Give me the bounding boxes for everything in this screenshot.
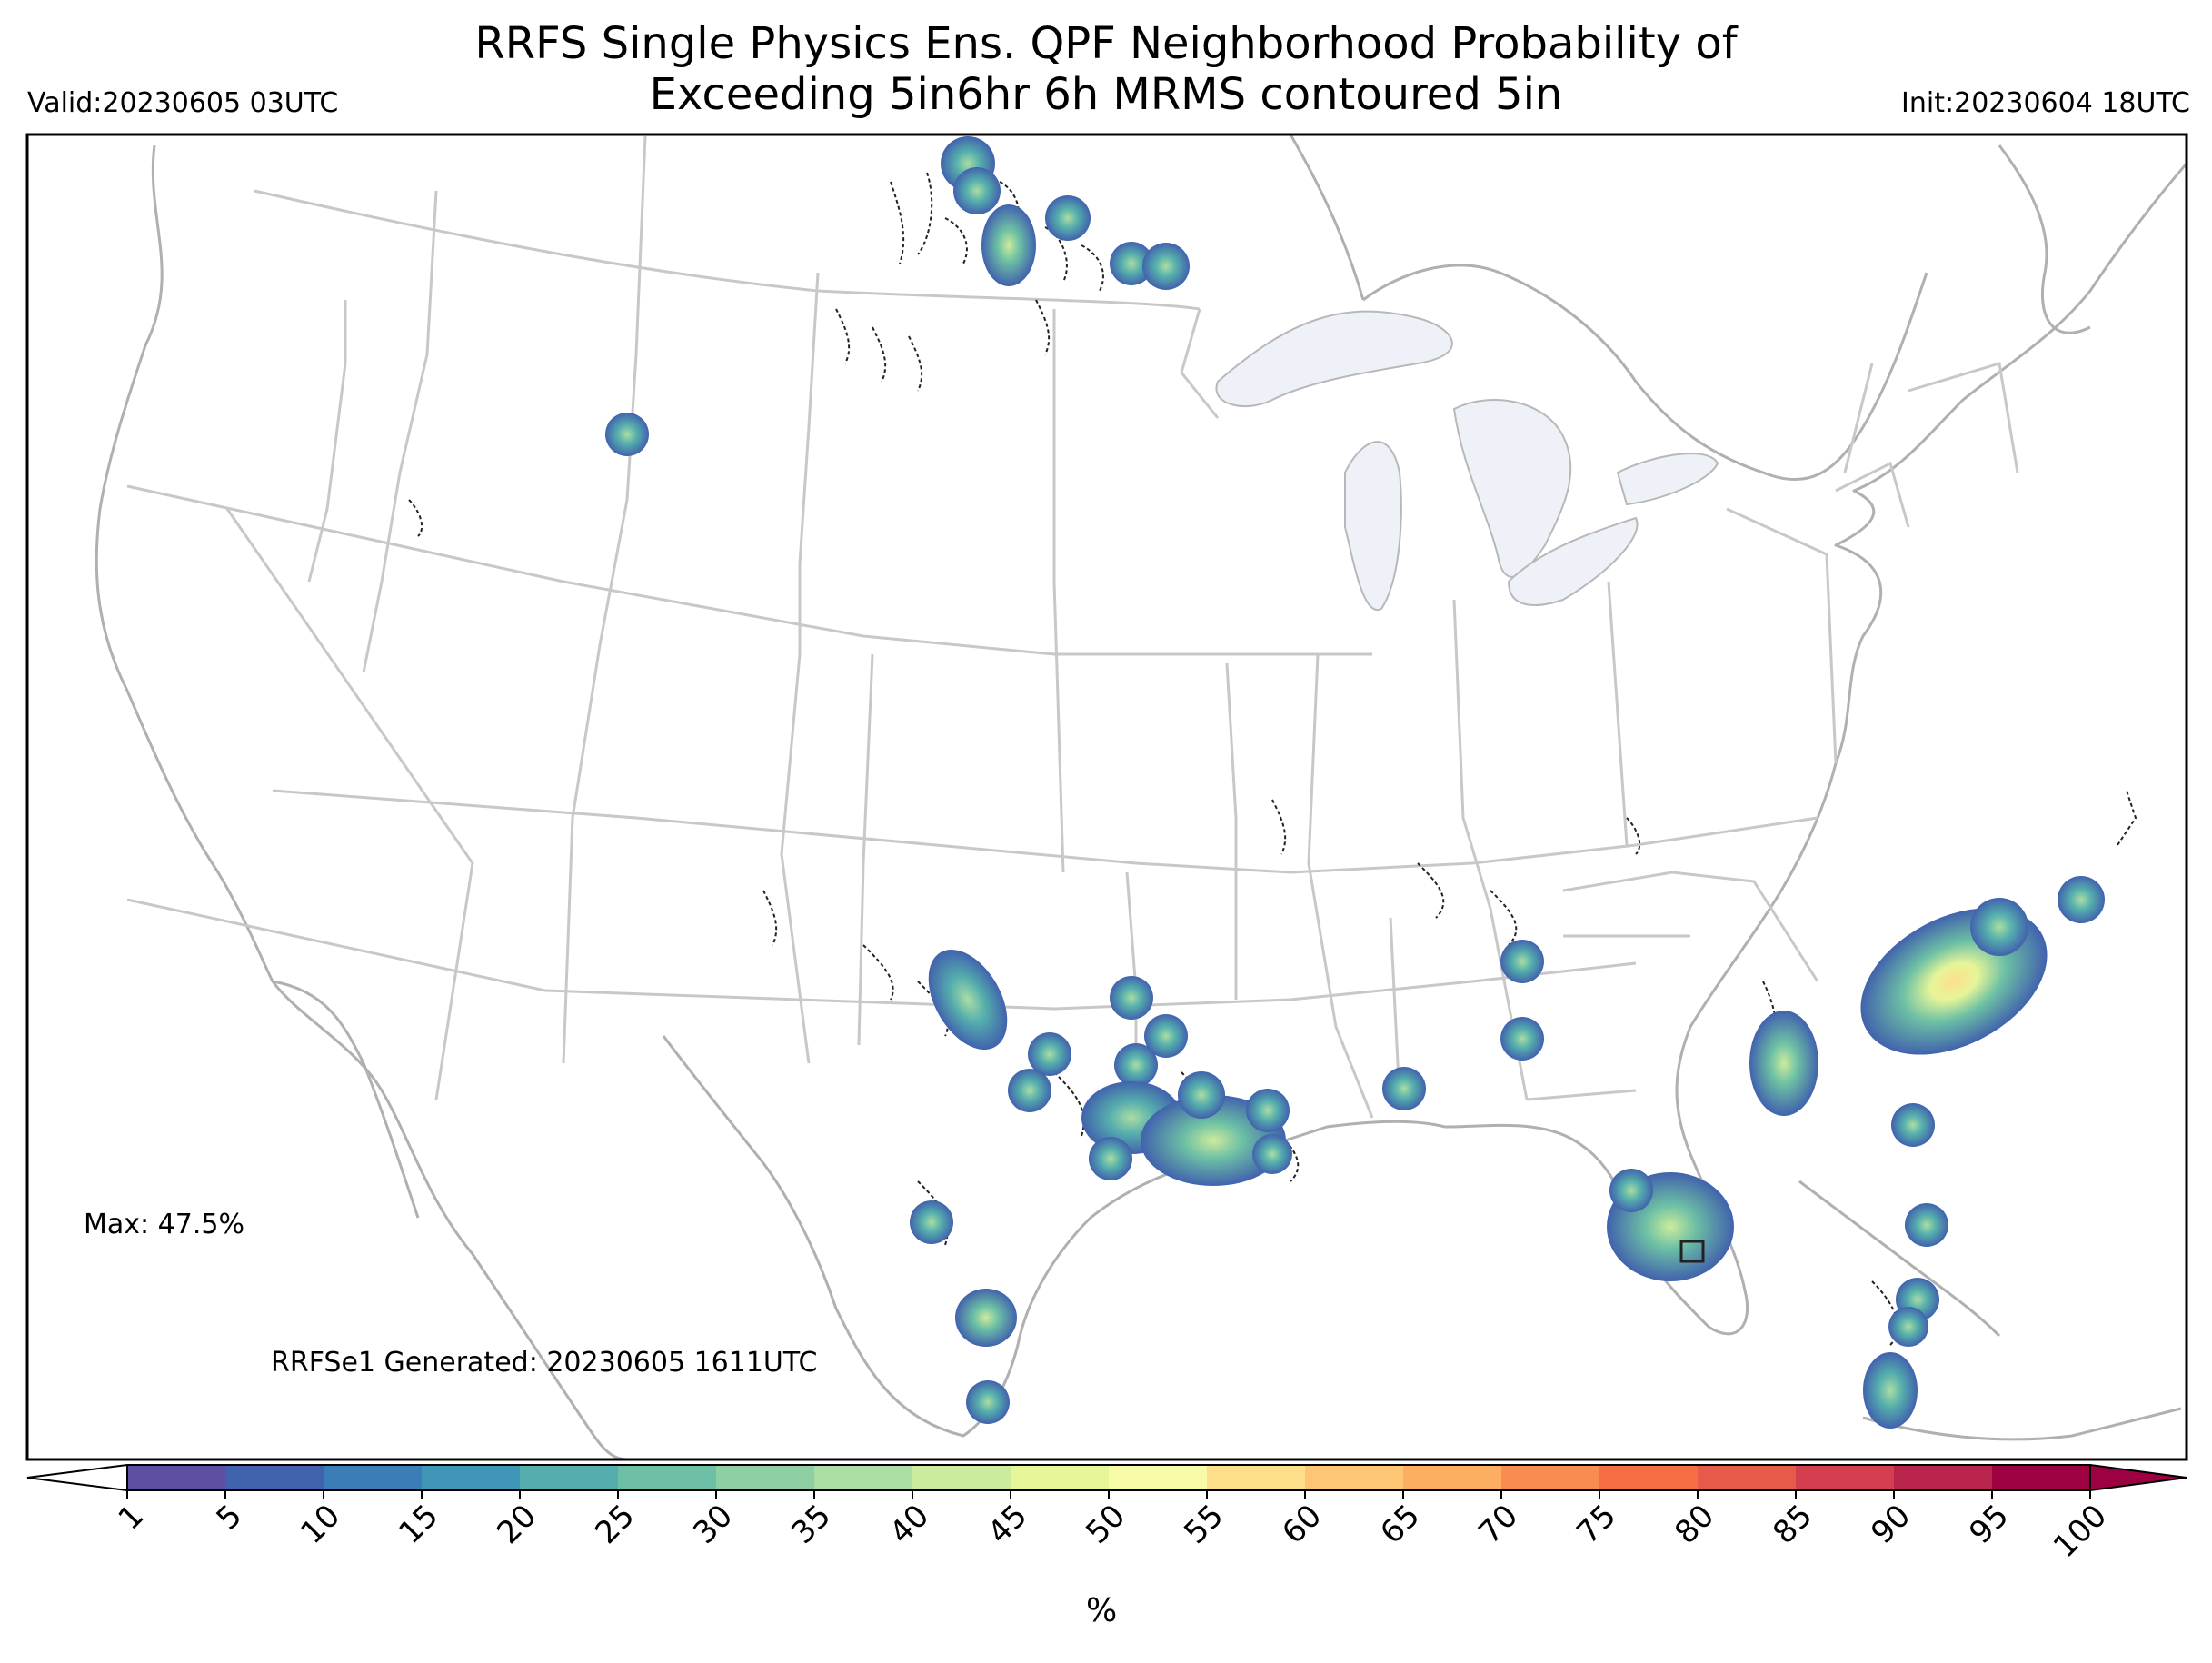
state-boundaries: [126, 135, 2019, 1119]
colorbar-tick-label: 45: [981, 1498, 1034, 1551]
great-lakes: [1215, 310, 1719, 612]
colorbar-tick-label: 75: [1569, 1498, 1623, 1551]
colorbar-tick-label: 85: [1766, 1498, 1819, 1551]
colorbar-tick-label: 15: [392, 1498, 445, 1551]
colorbar-tick-label: 95: [1962, 1498, 2016, 1551]
colorbar-segment: [1403, 1465, 1502, 1490]
map-frame: [25, 133, 2188, 1461]
title-line-1: RRFS Single Physics Ens. QPF Neighborhoo…: [474, 18, 1738, 69]
colorbar-tick-label: 50: [1079, 1498, 1132, 1551]
colorbar-tick-label: 80: [1668, 1498, 1721, 1551]
colorbar-segment: [618, 1465, 717, 1490]
colorbar-tick-label: 100: [2047, 1498, 2114, 1565]
colorbar-tick-label: 30: [686, 1498, 740, 1551]
colorbar-segment: [324, 1465, 423, 1490]
colorbar-segment: [225, 1465, 324, 1490]
colorbar-segment: [127, 1465, 226, 1490]
colorbar-tick-label: 5: [210, 1498, 250, 1538]
probability-areas: [605, 136, 2105, 1429]
colorbar-unit-label: %: [1086, 1592, 1118, 1629]
colorbar-segment: [1109, 1465, 1208, 1490]
colorbar-segment: [1992, 1465, 2091, 1490]
colorbar-segment: [1011, 1465, 1110, 1490]
colorbar-segment: [1894, 1465, 1993, 1490]
colorbar-tick-label: 25: [588, 1498, 642, 1551]
colorbar-tick-label: 20: [490, 1498, 543, 1551]
colorbar-segment: [1599, 1465, 1699, 1490]
colorbar-segment: [520, 1465, 619, 1490]
colorbar-segment: [1501, 1465, 1600, 1490]
colorbar-tick-label: 70: [1471, 1498, 1525, 1551]
colorbar-min-extension: [26, 1463, 128, 1492]
colorbar-tick-label: 60: [1275, 1498, 1329, 1551]
colorbar-segment: [716, 1465, 815, 1490]
map-title: RRFS Single Physics Ens. QPF Neighborhoo…: [0, 18, 2212, 120]
title-line-2: Exceeding 5in6hr 6h MRMS contoured 5in: [649, 69, 1563, 120]
colorbar-ticks: 1 5 10 15 20 25 30 35 40 45 50 55 60 65 70 75 80 85 90 95 10…: [112, 1490, 2114, 1565]
generated-time-label: RRFSe1 Generated: 20230605 1611UTC: [271, 1347, 818, 1379]
colorbar-segment: [1207, 1465, 1306, 1490]
valid-time-label: Valid:20230605 03UTC: [27, 87, 339, 119]
colorbar-tick-label: 90: [1864, 1498, 1918, 1551]
colorbar-tick-label: 1: [112, 1498, 152, 1538]
colorbar-segment: [422, 1465, 521, 1490]
colorbar-tick-label: 65: [1373, 1498, 1427, 1551]
init-time-label: Init:20230604 18UTC: [1901, 87, 2190, 119]
colorbar-segment: [1305, 1465, 1404, 1490]
colorbar-segment: [1698, 1465, 1797, 1490]
colorbar-tick-label: 10: [294, 1498, 347, 1551]
colorbar-max-extension: [2089, 1463, 2187, 1492]
max-value-label: Max: 47.5%: [84, 1209, 244, 1240]
max-location-marker: [1679, 1240, 1705, 1263]
colorbar-segment: [814, 1465, 913, 1490]
colorbar-segments: [26, 1463, 2187, 1492]
colorbar-tick-label: 40: [882, 1498, 936, 1551]
colorbar-segment: [912, 1465, 1011, 1490]
colorbar-segment: [1796, 1465, 1895, 1490]
colorbar-tick-label: 35: [784, 1498, 838, 1551]
colorbar-tick-label: 55: [1177, 1498, 1231, 1551]
